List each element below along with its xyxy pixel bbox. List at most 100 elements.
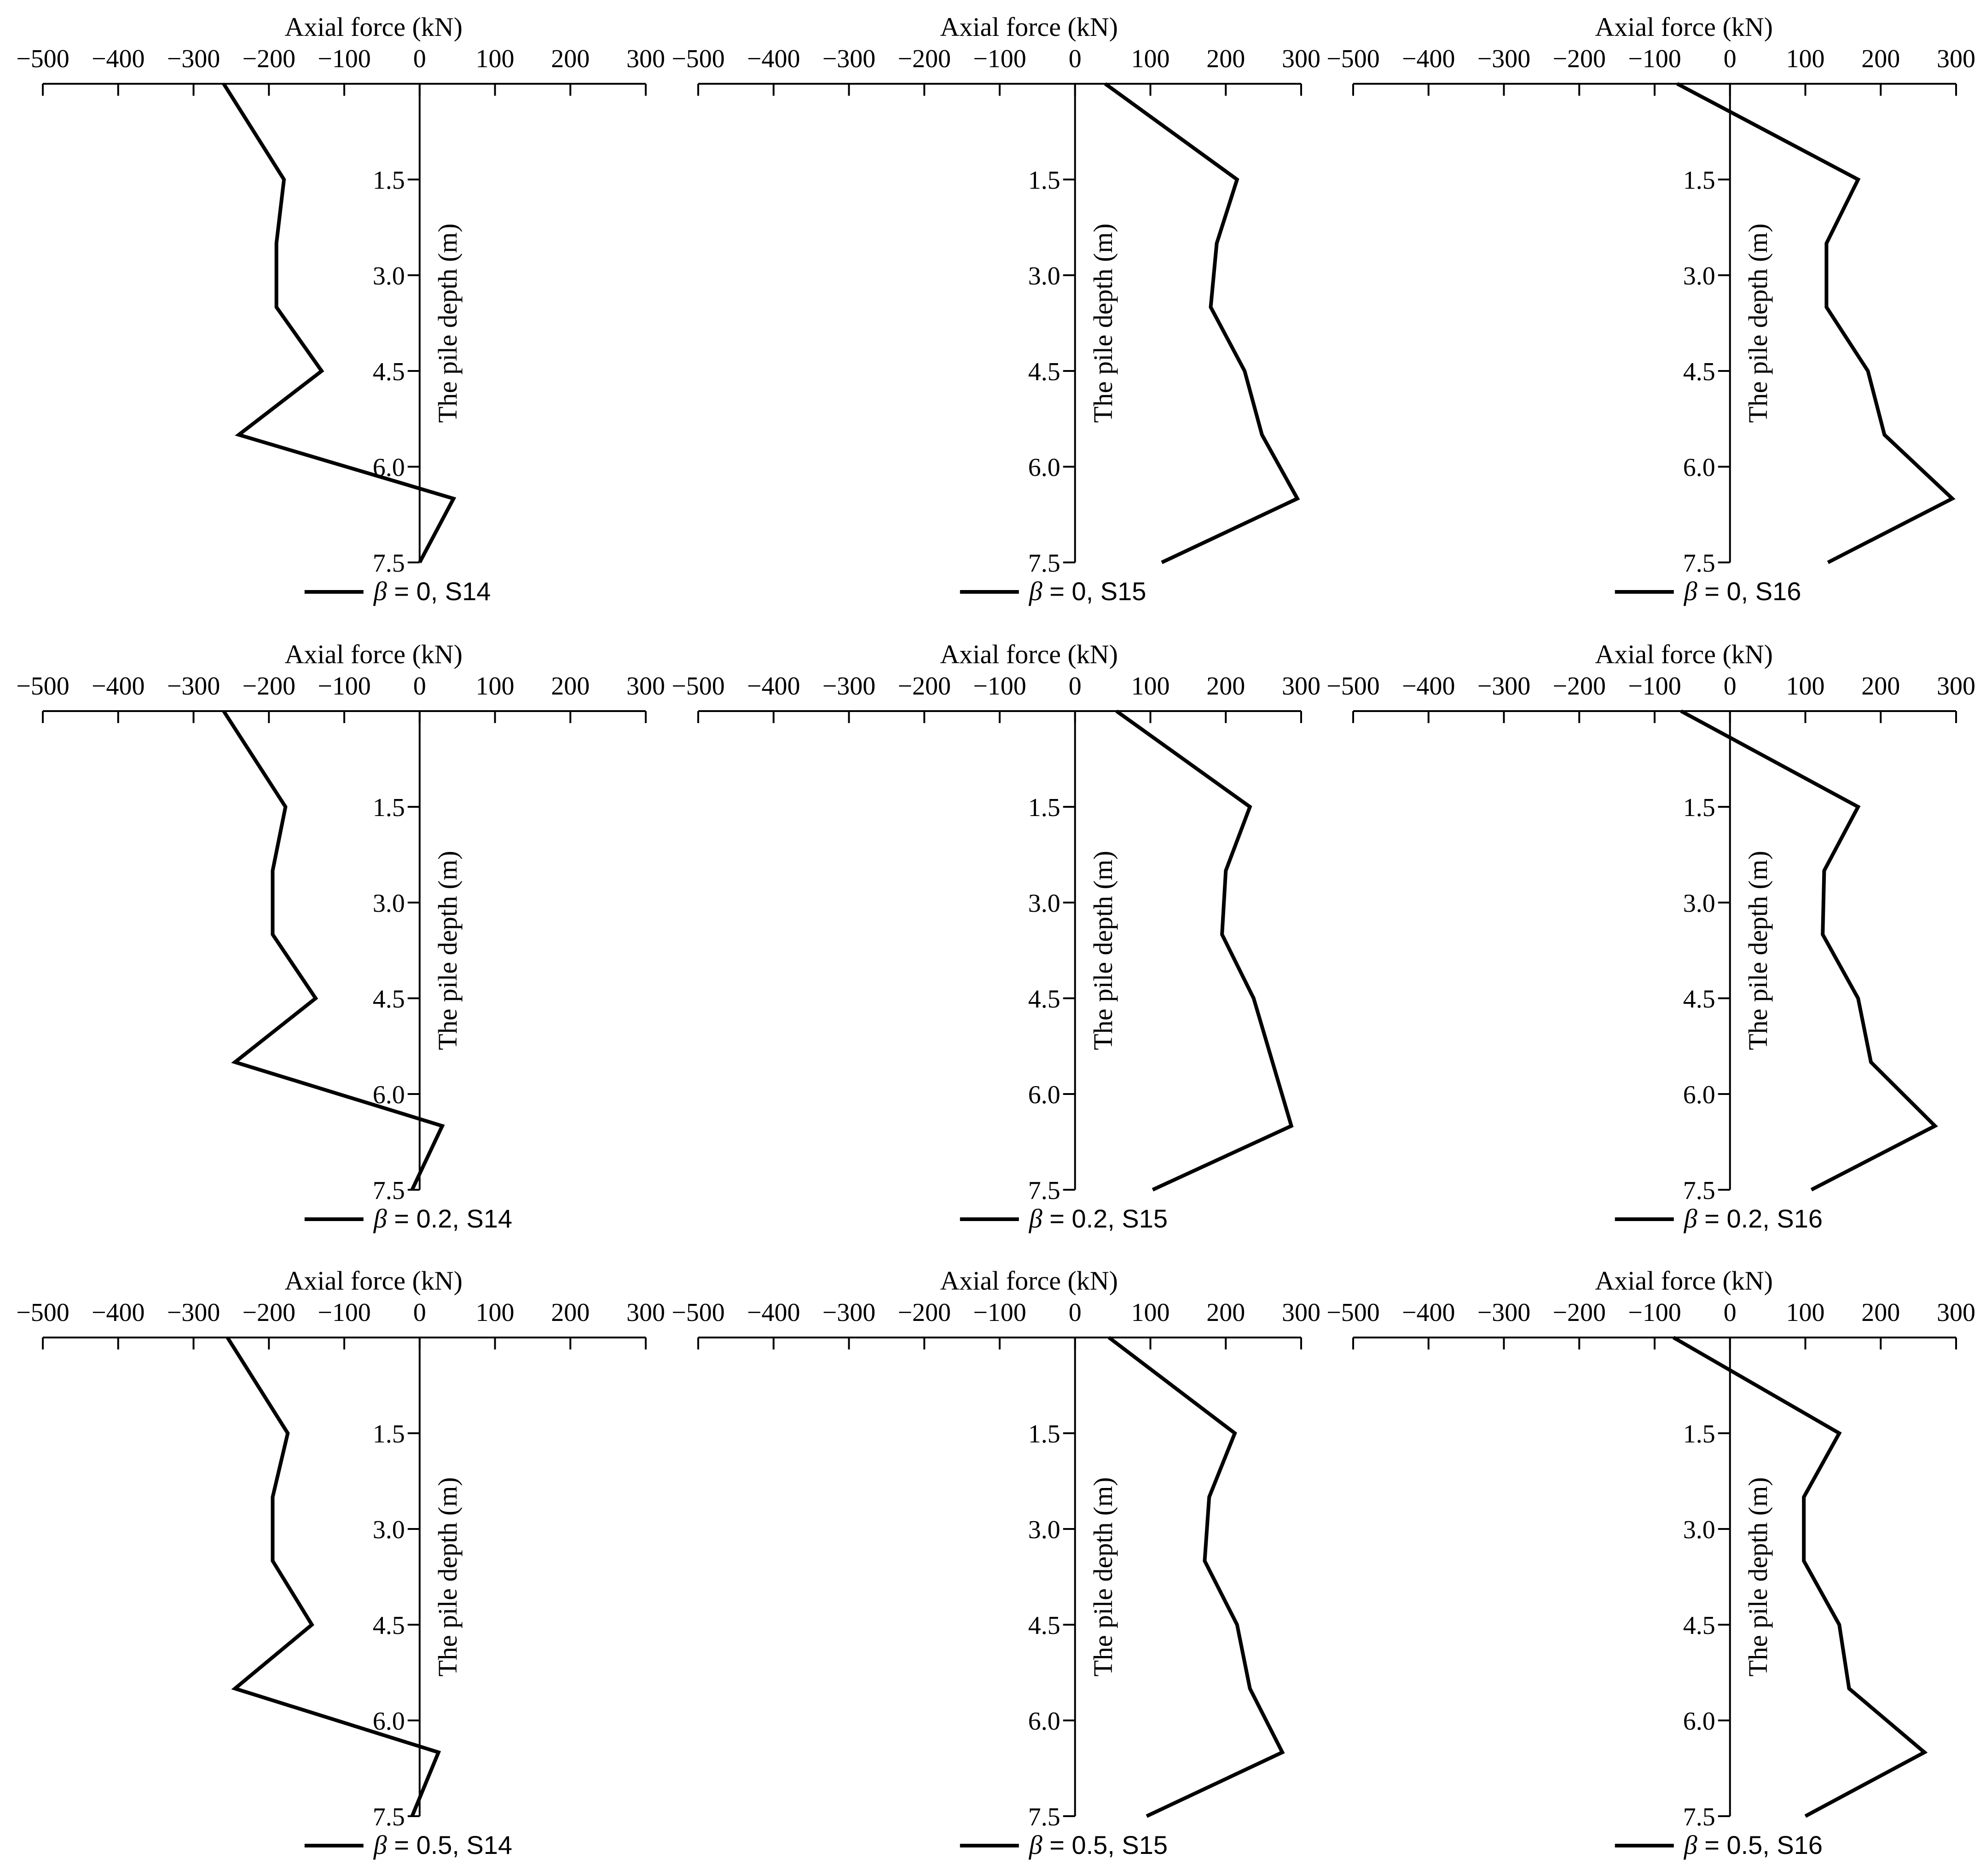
- y-tick-label: 6.0: [1683, 453, 1715, 482]
- legend-beta-symbol: β: [1684, 1830, 1697, 1860]
- x-tick-label: −500: [16, 672, 69, 701]
- x-tick-label: 300: [626, 672, 665, 701]
- series-line: [1104, 82, 1300, 564]
- x-tick-label: −400: [747, 45, 800, 73]
- y-tick-label: 7.5: [1028, 1803, 1060, 1831]
- x-tick-label: −200: [897, 672, 951, 701]
- x-tick-label: −100: [973, 45, 1026, 73]
- x-tick-label: 200: [551, 672, 590, 701]
- legend-beta-symbol: β: [1684, 1204, 1697, 1233]
- legend-label-text: = 0, S14: [387, 577, 491, 606]
- y-tick-label: 7.5: [1683, 549, 1715, 578]
- x-tick-label: 300: [1282, 1298, 1320, 1327]
- y-tick-label: 3.0: [1683, 1516, 1715, 1544]
- x-axis-title: Axial force (kN): [940, 639, 1118, 669]
- x-tick-label: 100: [1786, 672, 1825, 701]
- y-axis-title: The pile depth (m): [1743, 223, 1773, 423]
- x-tick-label: −300: [1477, 1298, 1531, 1327]
- x-tick-label: 200: [1206, 1298, 1245, 1327]
- y-axis-title: The pile depth (m): [1088, 223, 1118, 423]
- series-line: [1680, 709, 1938, 1192]
- x-tick-label: −300: [167, 1298, 220, 1327]
- x-tick-label: −100: [318, 672, 371, 701]
- x-tick-label: −500: [1326, 672, 1380, 701]
- x-tick-label: 0: [413, 672, 426, 701]
- y-tick-label: 3.0: [1028, 889, 1060, 918]
- x-tick-label: −400: [92, 45, 145, 73]
- y-tick-label: 1.5: [1683, 1420, 1715, 1448]
- x-tick-label: −500: [16, 45, 69, 73]
- x-tick-label: 100: [1131, 672, 1170, 701]
- x-tick-label: −400: [92, 672, 145, 701]
- legend-label-text: = 0.5, S14: [387, 1830, 512, 1859]
- x-tick-label: −100: [973, 1298, 1026, 1327]
- chart-panel-6: −500 −400 −300 −200 −100 0 100 200 300 Axial forc…: [1326, 639, 1975, 1233]
- x-tick-label: −300: [167, 672, 220, 701]
- x-tick-label: −500: [672, 672, 725, 701]
- y-tick-label: 3.0: [373, 262, 405, 290]
- series-line: [222, 82, 457, 563]
- legend-beta-symbol: β: [373, 1204, 387, 1233]
- x-tick-label: −500: [672, 1298, 725, 1327]
- y-axis-title: The pile depth (m): [433, 1477, 463, 1676]
- x-tick-label: 300: [626, 1298, 665, 1327]
- chart-panel-3: −500 −400 −300 −200 −100 0 100 200 300 Axial forc…: [1326, 12, 1975, 606]
- legend-label: β = 0, S14: [373, 576, 491, 606]
- x-axis-title: Axial force (kN): [940, 12, 1118, 42]
- chart-panel-4: −500 −400 −300 −200 −100 0 100 200 300 Axial forc…: [16, 639, 665, 1233]
- y-tick-label: 7.5: [1028, 1176, 1060, 1205]
- y-tick-label: 1.5: [1683, 793, 1715, 822]
- x-tick-label: −300: [822, 672, 876, 701]
- x-tick-label: 0: [1724, 672, 1737, 701]
- y-tick-label: 6.0: [1683, 1081, 1715, 1109]
- x-tick-label: −200: [1552, 1298, 1606, 1327]
- legend-label: β = 0.5, S16: [1684, 1830, 1823, 1860]
- legend-label: β = 0, S16: [1684, 576, 1801, 606]
- x-tick-label: −300: [1477, 672, 1531, 701]
- x-tick-label: 100: [476, 672, 515, 701]
- x-tick-label: −300: [167, 45, 220, 73]
- legend-label-text: = 0.5, S15: [1042, 1830, 1168, 1859]
- legend-label: β = 0.5, S15: [1029, 1830, 1168, 1860]
- x-tick-label: 200: [1206, 45, 1245, 73]
- x-tick-label: −300: [1477, 45, 1531, 73]
- x-tick-label: −300: [822, 45, 876, 73]
- series-line: [1107, 1336, 1285, 1818]
- legend-label: β = 0.2, S16: [1684, 1204, 1823, 1233]
- y-tick-label: 3.0: [1028, 1516, 1060, 1544]
- legend-beta-symbol: β: [1029, 1204, 1042, 1233]
- y-tick-label: 4.5: [1683, 985, 1715, 1013]
- x-tick-label: −100: [1628, 45, 1681, 73]
- y-tick-label: 1.5: [373, 166, 405, 195]
- y-axis-title: The pile depth (m): [433, 223, 463, 423]
- x-tick-label: −400: [747, 672, 800, 701]
- y-tick-label: 3.0: [373, 889, 405, 918]
- x-tick-label: −200: [1552, 45, 1606, 73]
- legend-beta-symbol: β: [373, 576, 387, 606]
- x-tick-label: 300: [1937, 1298, 1975, 1327]
- legend-label-text: = 0.2, S16: [1697, 1204, 1823, 1233]
- x-tick-label: −200: [242, 1298, 295, 1327]
- legend-label: β = 0, S15: [1029, 576, 1146, 606]
- x-tick-label: 100: [476, 1298, 515, 1327]
- chart-panel-8: −500 −400 −300 −200 −100 0 100 200 300 Axial forc…: [672, 1266, 1320, 1860]
- chart-panel-2: −500 −400 −300 −200 −100 0 100 200 300 Axial forc…: [672, 12, 1320, 606]
- x-axis-title: Axial force (kN): [1595, 639, 1773, 669]
- chart-panel-9: −500 −400 −300 −200 −100 0 100 200 300 Axial forc…: [1326, 1266, 1975, 1860]
- y-tick-label: 7.5: [1028, 549, 1060, 578]
- y-tick-label: 4.5: [1028, 985, 1060, 1013]
- x-tick-label: −100: [1628, 1298, 1681, 1327]
- x-tick-label: 0: [1724, 45, 1737, 73]
- legend-label: β = 0.5, S14: [373, 1830, 512, 1860]
- x-tick-label: −400: [92, 1298, 145, 1327]
- y-tick-label: 1.5: [1028, 793, 1060, 822]
- series-line: [1672, 1336, 1928, 1818]
- x-tick-label: −400: [1402, 1298, 1455, 1327]
- y-tick-label: 4.5: [1028, 358, 1060, 386]
- x-axis-title: Axial force (kN): [1595, 12, 1773, 42]
- y-tick-label: 4.5: [1683, 1611, 1715, 1640]
- x-tick-label: 0: [1069, 672, 1082, 701]
- x-tick-label: −100: [1628, 672, 1681, 701]
- legend-label-text: = 0, S16: [1697, 577, 1801, 606]
